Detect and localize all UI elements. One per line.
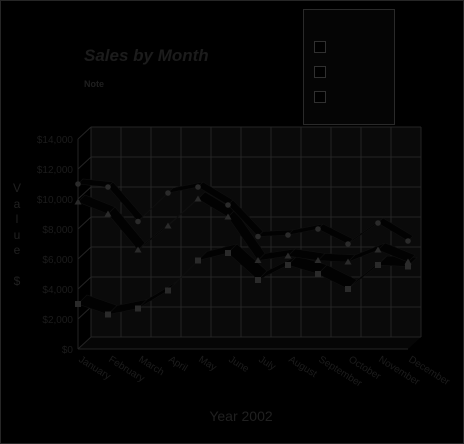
y-tick-label: $14,000 bbox=[37, 135, 74, 146]
legend-item bbox=[314, 40, 392, 56]
data-point bbox=[135, 219, 141, 225]
data-point bbox=[225, 202, 231, 208]
data-point bbox=[405, 238, 411, 244]
chart-title: Sales by Month bbox=[84, 46, 209, 66]
gridline-depth bbox=[78, 217, 91, 229]
y-tick-label: $10,000 bbox=[37, 195, 74, 206]
data-point bbox=[105, 184, 111, 190]
x-tick-label: April bbox=[166, 354, 189, 374]
x-tick-label: January bbox=[76, 354, 112, 382]
gridline-depth bbox=[78, 157, 91, 169]
data-point bbox=[225, 250, 231, 256]
y-axis-title-char: V bbox=[9, 181, 25, 197]
gridline-depth bbox=[78, 127, 91, 139]
data-point bbox=[195, 184, 201, 190]
gridline-depth bbox=[78, 307, 91, 319]
data-point bbox=[195, 258, 201, 264]
data-point bbox=[105, 312, 111, 318]
y-axis-title-char: l bbox=[9, 212, 25, 228]
legend-swatch bbox=[314, 41, 326, 53]
y-tick-label: $2,000 bbox=[42, 315, 73, 326]
legend-swatch bbox=[314, 66, 326, 78]
data-point bbox=[375, 262, 381, 268]
data-point bbox=[315, 271, 321, 277]
y-axis-title-char bbox=[9, 259, 25, 275]
data-point bbox=[165, 190, 171, 196]
y-axis-title-char: u bbox=[9, 228, 25, 244]
data-point bbox=[345, 286, 351, 292]
x-tick-label: June bbox=[226, 354, 251, 375]
data-point bbox=[255, 277, 261, 283]
y-tick-label: $8,000 bbox=[42, 225, 73, 236]
y-tick-label: $0 bbox=[62, 345, 74, 356]
data-point bbox=[345, 241, 351, 247]
legend-item bbox=[314, 90, 392, 106]
y-axis-title-char: a bbox=[9, 197, 25, 213]
note-label: Note bbox=[84, 79, 104, 89]
y-tick-label: $6,000 bbox=[42, 255, 73, 266]
y-axis-title-char: e bbox=[9, 243, 25, 259]
data-point bbox=[405, 264, 411, 270]
data-point bbox=[285, 262, 291, 268]
data-point bbox=[135, 306, 141, 312]
data-point bbox=[255, 234, 261, 240]
data-point bbox=[165, 288, 171, 294]
gridline-depth bbox=[78, 247, 91, 259]
legend bbox=[303, 9, 395, 125]
data-point bbox=[75, 301, 81, 307]
y-tick-label: $12,000 bbox=[37, 165, 74, 176]
data-point bbox=[375, 220, 381, 226]
data-point bbox=[285, 232, 291, 238]
legend-item bbox=[314, 65, 392, 81]
x-axis-title: Year 2002 bbox=[151, 408, 331, 424]
plot-floor bbox=[78, 337, 421, 349]
x-tick-label: May bbox=[196, 354, 218, 373]
gridline-depth bbox=[78, 277, 91, 289]
data-point bbox=[75, 181, 81, 187]
y-axis-title-char: $ bbox=[9, 274, 25, 290]
data-point bbox=[315, 226, 321, 232]
legend-swatch bbox=[314, 91, 326, 103]
x-tick-label: August bbox=[286, 354, 318, 380]
x-tick-label: July bbox=[256, 354, 277, 373]
y-tick-label: $4,000 bbox=[42, 285, 73, 296]
